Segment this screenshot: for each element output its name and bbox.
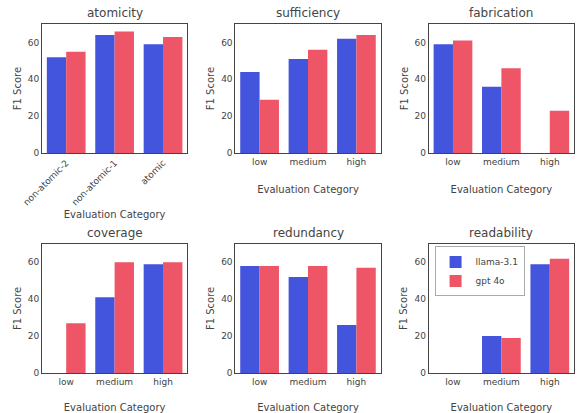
svg-text:redundancy: redundancy (273, 226, 344, 240)
svg-text:20: 20 (221, 331, 233, 341)
svg-text:60: 60 (221, 38, 233, 48)
svg-text:high: high (347, 377, 367, 387)
svg-text:gpt 4o: gpt 4o (476, 276, 506, 286)
svg-text:0: 0 (33, 368, 39, 378)
svg-text:Evaluation Category: Evaluation Category (451, 402, 553, 413)
svg-text:medium: medium (483, 157, 520, 167)
svg-text:medium: medium (96, 377, 133, 387)
svg-text:llama-3.1: llama-3.1 (476, 257, 518, 267)
svg-text:0: 0 (420, 148, 426, 158)
svg-text:sufficiency: sufficiency (276, 6, 340, 20)
svg-text:40: 40 (28, 74, 40, 84)
svg-text:F1 Score: F1 Score (399, 287, 410, 330)
svg-text:20: 20 (221, 111, 233, 121)
svg-text:40: 40 (415, 74, 427, 84)
svg-text:0: 0 (420, 368, 426, 378)
svg-text:high: high (540, 157, 560, 167)
svg-text:F1 Score: F1 Score (205, 287, 216, 330)
svg-text:Evaluation Category: Evaluation Category (64, 402, 166, 413)
svg-text:high: high (153, 377, 173, 387)
svg-text:low: low (252, 157, 267, 167)
svg-text:non-atomic-1: non-atomic-1 (70, 158, 119, 207)
svg-text:high: high (540, 377, 560, 387)
svg-text:high: high (347, 157, 367, 167)
svg-text:atomic: atomic (139, 158, 168, 187)
svg-text:low: low (59, 377, 74, 387)
svg-text:coverage: coverage (87, 226, 143, 240)
svg-text:medium: medium (483, 377, 520, 387)
svg-text:low: low (445, 377, 460, 387)
svg-text:medium: medium (290, 377, 327, 387)
svg-text:F1 Score: F1 Score (205, 67, 216, 110)
svg-text:non-atomic-2: non-atomic-2 (21, 158, 70, 207)
svg-text:Evaluation Category: Evaluation Category (451, 184, 553, 195)
svg-text:low: low (252, 377, 267, 387)
svg-text:Evaluation Category: Evaluation Category (64, 209, 166, 220)
svg-text:40: 40 (28, 294, 40, 304)
svg-text:20: 20 (28, 111, 40, 121)
svg-text:40: 40 (221, 74, 233, 84)
svg-text:F1 Score: F1 Score (399, 67, 410, 110)
svg-text:60: 60 (415, 38, 427, 48)
svg-text:0: 0 (227, 148, 233, 158)
svg-text:medium: medium (290, 157, 327, 167)
svg-text:20: 20 (28, 331, 40, 341)
svg-text:60: 60 (28, 257, 40, 267)
svg-text:40: 40 (221, 294, 233, 304)
svg-text:fabrication: fabrication (469, 6, 533, 20)
svg-text:Evaluation Category: Evaluation Category (257, 402, 359, 413)
svg-text:60: 60 (415, 257, 427, 267)
svg-text:F1 Score: F1 Score (12, 287, 23, 330)
svg-text:40: 40 (415, 294, 427, 304)
svg-text:atomicity: atomicity (87, 6, 143, 20)
svg-text:low: low (445, 157, 460, 167)
svg-text:60: 60 (28, 38, 40, 48)
svg-text:20: 20 (415, 111, 427, 121)
svg-text:readability: readability (469, 226, 533, 240)
svg-text:F1 Score: F1 Score (12, 67, 23, 110)
svg-text:0: 0 (227, 368, 233, 378)
svg-text:Evaluation Category: Evaluation Category (257, 184, 359, 195)
svg-text:60: 60 (221, 257, 233, 267)
svg-text:0: 0 (33, 148, 39, 158)
svg-text:20: 20 (415, 331, 427, 341)
